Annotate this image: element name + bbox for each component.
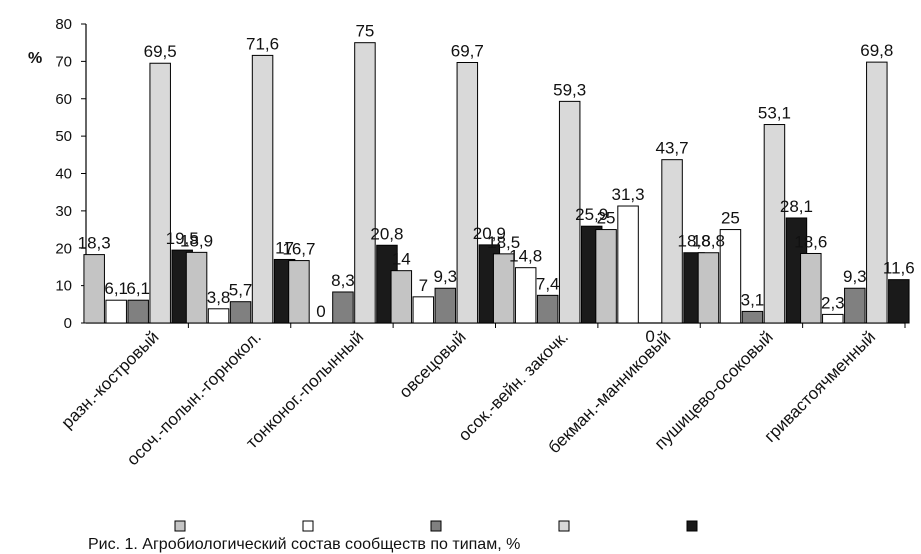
- data-label: 0: [645, 327, 654, 346]
- bar: [697, 252, 720, 324]
- category-label: овсецовый: [395, 327, 469, 401]
- data-label: 14,8: [509, 247, 542, 266]
- bar: [844, 287, 866, 324]
- data-label: 9,3: [433, 267, 457, 286]
- y-tick-label: 10: [55, 278, 72, 295]
- data-label: 16,7: [282, 240, 315, 259]
- category-label: разн.-костровый: [58, 327, 163, 432]
- bar: [229, 301, 252, 324]
- bar: [514, 267, 537, 324]
- data-label: 20,9: [473, 224, 506, 243]
- bar: [866, 61, 888, 324]
- data-label: 11,6: [883, 259, 915, 278]
- bar: [251, 54, 274, 324]
- data-label: 53,1: [758, 104, 791, 123]
- bar: [288, 260, 310, 324]
- bar: [390, 270, 413, 324]
- data-label: 5,7: [229, 281, 253, 300]
- bar: [127, 299, 149, 324]
- y-tick-label: 50: [55, 128, 72, 145]
- bar: [617, 205, 639, 324]
- y-tick-label: 60: [55, 91, 72, 108]
- bar: [741, 310, 764, 324]
- bar: [105, 299, 127, 324]
- legend-swatch: [558, 520, 570, 532]
- bar: [888, 279, 910, 324]
- bar: [492, 253, 515, 324]
- bar: [595, 229, 617, 324]
- legend-swatch: [430, 520, 442, 532]
- bar: [185, 251, 208, 324]
- bar: [332, 291, 354, 324]
- category-label: осок.-вейн. закочк.: [455, 327, 572, 444]
- y-tick-label: 30: [55, 203, 72, 220]
- data-label: 25: [597, 209, 616, 228]
- data-label: 18,6: [794, 232, 827, 251]
- data-label: 7,4: [536, 274, 560, 293]
- data-label: 28,1: [780, 197, 813, 216]
- y-tick-label: 70: [55, 53, 72, 70]
- bar: [149, 62, 171, 324]
- bar: [83, 254, 105, 324]
- data-label: 7: [419, 276, 428, 295]
- bar: [434, 287, 457, 324]
- legend-swatch: [302, 520, 314, 532]
- category-label: пушицево-осоковый: [651, 327, 777, 453]
- figure-caption: Рис. 1. Агробиологический состав сообщес…: [88, 536, 520, 553]
- bar: [536, 294, 559, 324]
- data-label: 3,1: [741, 290, 765, 309]
- data-label: 9,3: [843, 267, 867, 286]
- data-label: 19,5: [166, 229, 199, 248]
- bar: [822, 313, 844, 324]
- y-tick-label: 20: [55, 240, 72, 257]
- category-label: гривастоячменный: [761, 327, 880, 446]
- data-label: 6,1: [104, 279, 128, 298]
- data-label: 71,6: [246, 34, 279, 53]
- y-tick-label: 0: [64, 315, 72, 332]
- data-label: 25,9: [575, 205, 608, 224]
- data-label: 69,5: [144, 42, 177, 61]
- bar: [719, 229, 742, 324]
- data-label: 69,7: [451, 41, 484, 60]
- bar: [412, 296, 435, 324]
- data-label: 3,8: [207, 288, 231, 307]
- data-label: 59,3: [553, 80, 586, 99]
- data-label: 0: [316, 302, 325, 321]
- y-tick-label: 40: [55, 166, 72, 183]
- data-label: 17: [275, 238, 294, 257]
- data-label: 18,5: [487, 233, 520, 252]
- legend: [174, 520, 698, 532]
- data-label: 8,3: [331, 271, 355, 290]
- bar: [800, 252, 822, 324]
- y-tick-label: 80: [55, 16, 72, 33]
- data-labels: 18,36,16,169,519,518,93,85,771,61716,708…: [78, 22, 915, 346]
- bars: [83, 42, 910, 324]
- bar: [207, 308, 230, 324]
- data-label: 69,8: [860, 41, 893, 60]
- legend-swatch: [686, 520, 698, 532]
- bar: [354, 42, 376, 324]
- bar: [661, 159, 683, 324]
- data-label: 18,9: [180, 231, 213, 250]
- data-label: 43,7: [656, 139, 689, 158]
- data-label: 6,1: [126, 279, 150, 298]
- data-label: 18,3: [78, 234, 111, 253]
- data-label: 31,3: [612, 185, 645, 204]
- category-labels: разн.-костровыйосоч.-полын.-горнокол.тон…: [58, 327, 879, 469]
- data-label: 20,8: [370, 224, 403, 243]
- bar: [763, 124, 786, 324]
- category-label: тонконог.-полынный: [242, 327, 367, 452]
- data-label: 18,8: [692, 232, 725, 251]
- y-axis-unit: %: [28, 50, 42, 67]
- bar: [456, 61, 479, 324]
- data-label: 2,3: [821, 293, 845, 312]
- data-label: 75: [355, 22, 374, 41]
- legend-swatch: [174, 520, 186, 532]
- data-label: 25: [721, 209, 740, 228]
- bar: [558, 100, 581, 324]
- data-label: 18,8: [678, 232, 711, 251]
- data-label: 14: [392, 250, 411, 269]
